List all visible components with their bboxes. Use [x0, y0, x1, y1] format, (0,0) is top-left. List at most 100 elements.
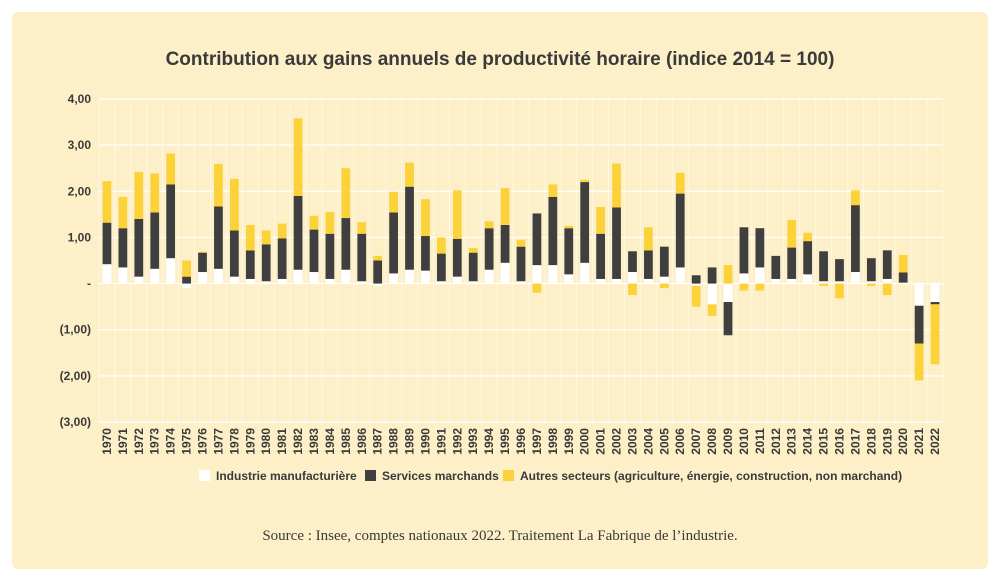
bar-segment-2008-series-0: [707, 283, 717, 305]
x-tick-label: 2003: [625, 428, 639, 455]
bar-segment-1998-series-1: [548, 196, 558, 266]
bar-segment-2015-series-0: [819, 281, 828, 284]
source-note: Source : Insee, comptes nationaux 2022. …: [262, 528, 737, 544]
bar-segment-1996-series-2: [516, 239, 526, 247]
y-tick-label: (1,00): [60, 323, 91, 337]
bar-segment-1986-series-2: [357, 222, 367, 234]
bar-segment-1973-series-2: [150, 173, 160, 213]
bar-segment-2015-series-1: [819, 251, 828, 282]
bar-segment-2013-series-0: [787, 278, 797, 284]
bar-segment-1985-series-2: [341, 168, 351, 219]
bar-segment-1990-series-1: [421, 236, 430, 271]
legend: Industrie manufacturière Services marchan…: [199, 469, 902, 483]
bar-segment-2017-series-1: [851, 205, 860, 273]
x-tick-label: 1997: [530, 428, 544, 455]
bar-segment-1995-series-1: [500, 224, 510, 263]
bar-segment-1970-series-0: [102, 264, 112, 284]
x-tick-label: 1983: [307, 428, 321, 455]
x-tick-label: 2001: [594, 428, 608, 455]
bar-segment-2022-series-2: [930, 304, 940, 365]
x-tick-label: 1986: [355, 428, 369, 455]
bar-segment-2011-series-2: [755, 283, 765, 291]
x-tick-label: 1981: [275, 428, 289, 455]
bar-segment-1976-series-1: [198, 252, 207, 273]
x-tick-label: 1977: [211, 428, 225, 455]
bar-segment-2006-series-0: [675, 267, 685, 284]
bar-segment-1980-series-0: [261, 281, 271, 284]
bar-segment-2008-series-1: [707, 267, 717, 284]
x-tick-label: 2016: [832, 428, 846, 455]
x-tick-label: 1970: [100, 428, 114, 455]
x-tick-label: 1976: [196, 428, 210, 455]
bar-segment-2001-series-2: [596, 206, 606, 234]
bar-segment-1979-series-0: [245, 278, 255, 284]
bar-segment-1973-series-0: [150, 268, 160, 284]
bar-segment-1981-series-2: [277, 223, 287, 239]
bar-segment-2020-series-0: [898, 282, 908, 284]
bar-segment-1995-series-0: [500, 262, 510, 284]
bar-segment-1986-series-0: [357, 281, 367, 284]
x-tick-label: 2018: [864, 428, 878, 455]
bar-segment-1979-series-2: [245, 224, 255, 251]
bar-segment-1974-series-1: [166, 184, 176, 259]
bar-segment-2019-series-0: [882, 278, 892, 284]
x-tick-label: 1978: [227, 428, 241, 455]
x-tick-label: 1996: [514, 428, 528, 455]
bar-segment-1978-series-0: [229, 276, 239, 284]
bar-segment-1999-series-2: [564, 225, 574, 229]
bar-segment-1989-series-2: [405, 162, 414, 187]
bar-segment-2012-series-1: [771, 255, 781, 279]
x-tick-label: 1988: [387, 428, 401, 455]
bar-segment-2009-series-1: [723, 302, 733, 336]
bar-segment-1982-series-1: [293, 195, 303, 270]
x-tick-label: 2019: [880, 428, 894, 455]
bar-segment-1979-series-1: [245, 250, 255, 279]
x-tick-label: 1982: [291, 428, 305, 455]
bar-segment-2000-series-2: [580, 179, 590, 183]
bar-segment-2010-series-2: [739, 283, 749, 291]
bar-segment-1987-series-0: [373, 283, 383, 286]
bar-segment-1992-series-2: [452, 190, 462, 239]
bar-segment-2008-series-2: [707, 304, 717, 316]
bar-segment-2013-series-1: [787, 247, 797, 279]
x-tick-label: 1984: [323, 428, 337, 455]
bar-segment-1977-series-2: [214, 164, 223, 207]
bar-segment-1983-series-1: [309, 229, 319, 273]
legend-label: Services marchands: [382, 469, 499, 483]
bar-segment-1977-series-0: [214, 268, 223, 284]
x-tick-label: 1989: [403, 428, 417, 455]
bar-segment-1997-series-1: [532, 213, 542, 266]
x-tick-label: 1999: [562, 428, 576, 455]
x-tick-label: 2004: [641, 428, 655, 455]
bar-segment-1999-series-0: [564, 274, 574, 284]
bar-segment-1998-series-0: [548, 265, 558, 284]
gridlines: [98, 98, 944, 423]
bar-segment-1971-series-0: [118, 267, 128, 284]
bar-segment-1976-series-2: [198, 251, 207, 253]
bar-segment-1999-series-1: [564, 228, 574, 275]
bar-segment-1989-series-1: [405, 186, 414, 270]
bar-segment-2007-series-1: [691, 275, 701, 284]
bar-segment-1993-series-0: [468, 281, 478, 284]
bar-segment-1992-series-0: [452, 276, 462, 284]
bar-segment-1970-series-1: [102, 222, 112, 265]
legend-label: Industrie manufacturière: [216, 469, 357, 483]
bar-segment-1981-series-1: [277, 238, 287, 279]
x-tick-label: 1991: [434, 428, 448, 455]
bars: [102, 118, 940, 381]
bar-segment-2009-series-2: [723, 265, 733, 284]
bar-segment-2011-series-0: [755, 267, 765, 284]
x-tick-label: 1990: [418, 428, 432, 455]
bar-segment-1970-series-2: [102, 181, 112, 223]
bar-segment-1995-series-2: [500, 188, 510, 225]
bar-segment-1993-series-2: [468, 248, 478, 253]
bar-segment-1994-series-2: [484, 221, 494, 229]
bar-segment-1985-series-0: [341, 269, 351, 284]
x-tick-label: 1974: [164, 428, 178, 455]
bar-segment-1982-series-0: [293, 269, 303, 284]
bar-segment-1984-series-0: [325, 278, 335, 284]
bar-segment-1989-series-0: [405, 269, 414, 284]
bar-segment-2004-series-2: [644, 227, 653, 251]
x-tick-label: 1998: [546, 428, 560, 455]
x-tick-label: 2012: [769, 428, 783, 455]
